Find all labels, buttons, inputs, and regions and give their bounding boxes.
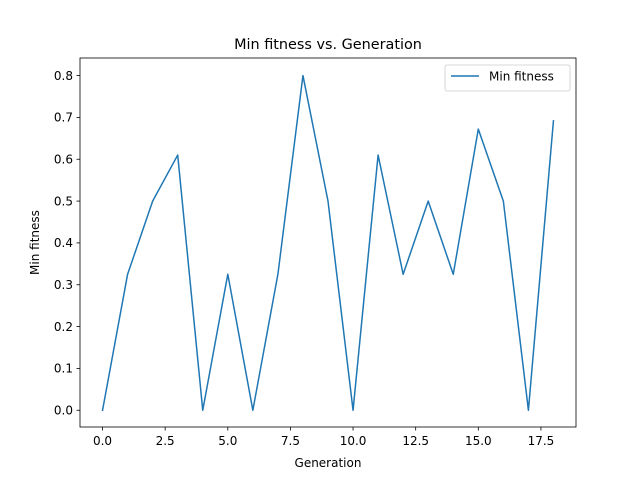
- x-tick-label: 17.5: [528, 434, 555, 448]
- x-tick-label: 0.0: [93, 434, 112, 448]
- y-tick-label: 0.2: [54, 320, 73, 334]
- y-tick-label: 0.6: [54, 153, 73, 167]
- x-tick-label: 10.0: [340, 434, 367, 448]
- x-tick-label: 15.0: [465, 434, 492, 448]
- y-tick-label: 0.8: [54, 69, 73, 83]
- y-tick-label: 0.5: [54, 194, 73, 208]
- y-axis-label: Min fitness: [28, 210, 42, 275]
- x-tick-label: 2.5: [156, 434, 175, 448]
- chart-title: Min fitness vs. Generation: [234, 37, 422, 53]
- x-tick-label: 7.5: [281, 434, 300, 448]
- y-tick-label: 0.4: [54, 236, 73, 250]
- x-tick-label: 5.0: [218, 434, 237, 448]
- x-axis-label: Generation: [295, 456, 362, 470]
- y-tick-label: 0.3: [54, 278, 73, 292]
- legend: Min fitness: [445, 65, 570, 91]
- legend-label: Min fitness: [489, 70, 554, 84]
- y-tick-label: 0.0: [54, 404, 73, 418]
- y-tick-label: 0.1: [54, 362, 73, 376]
- x-tick-label: 12.5: [402, 434, 429, 448]
- y-tick-label: 0.7: [54, 111, 73, 125]
